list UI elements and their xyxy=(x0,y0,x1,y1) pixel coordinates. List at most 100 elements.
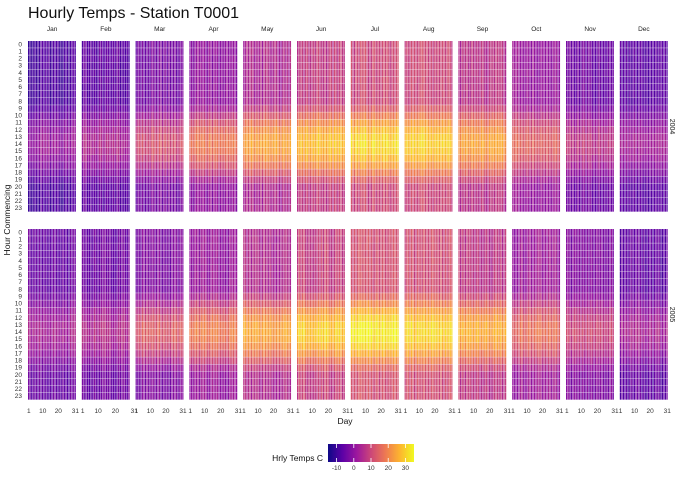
heat-cell xyxy=(333,48,336,55)
heat-cell xyxy=(357,147,359,155)
heat-cell xyxy=(211,169,214,177)
heat-cell xyxy=(231,162,233,169)
heat-cell xyxy=(55,204,58,212)
heat-cell xyxy=(154,90,156,98)
heat-cell xyxy=(327,176,329,184)
heat-cell xyxy=(177,62,179,70)
heat-cell xyxy=(51,183,53,191)
heat-cell xyxy=(54,98,56,105)
heat-cell xyxy=(247,169,250,177)
hour-tick-label: 10 xyxy=(15,113,23,120)
heat-cell xyxy=(300,48,302,55)
heat-cell xyxy=(327,126,329,134)
heat-cell xyxy=(83,197,85,205)
heat-cell xyxy=(119,76,122,84)
heat-cell xyxy=(298,105,300,112)
heat-cell xyxy=(182,147,184,155)
heat-cell xyxy=(169,176,172,184)
heat-cell xyxy=(385,147,387,155)
heat-cell xyxy=(81,48,84,55)
heat-cell xyxy=(97,147,99,155)
heat-cell xyxy=(300,155,302,162)
heat-cell xyxy=(126,204,128,212)
heat-cell xyxy=(377,69,379,77)
heat-cell xyxy=(343,112,345,120)
heat-cell xyxy=(90,69,92,77)
heat-cell xyxy=(357,162,359,169)
heat-cell xyxy=(210,48,212,55)
heat-cell xyxy=(383,155,385,162)
heat-cell xyxy=(289,98,292,105)
heat-cell xyxy=(63,140,65,148)
heat-cell xyxy=(207,112,209,120)
heat-cell xyxy=(35,126,37,134)
heat-cell xyxy=(121,197,123,205)
heat-cell xyxy=(358,48,360,55)
heat-cell xyxy=(93,41,96,48)
heat-cell xyxy=(169,147,172,155)
heat-cell xyxy=(157,62,159,70)
heat-cell xyxy=(272,176,274,184)
heat-cell xyxy=(322,41,324,48)
heat-cell xyxy=(105,105,108,112)
heat-cell xyxy=(119,140,122,148)
heat-cell xyxy=(300,204,302,212)
heat-cell xyxy=(322,105,324,112)
heat-cell xyxy=(215,62,217,70)
heat-cell xyxy=(224,90,227,98)
heat-cell xyxy=(250,155,253,162)
heat-cell xyxy=(55,169,58,177)
heat-cell xyxy=(35,98,37,105)
heat-cell xyxy=(105,176,108,184)
heat-cell xyxy=(135,105,137,112)
heat-cell xyxy=(341,176,344,184)
month-panel xyxy=(243,41,292,212)
heat-cell xyxy=(74,83,76,91)
heat-cell xyxy=(143,48,145,55)
heat-cell xyxy=(112,112,115,120)
heat-cell xyxy=(355,83,357,91)
heat-cell xyxy=(309,90,312,98)
heat-cell xyxy=(210,98,212,105)
hour-tick-label: 17 xyxy=(15,350,23,357)
heat-cell xyxy=(143,69,145,77)
heat-cell xyxy=(261,98,264,105)
heat-cell xyxy=(146,41,148,48)
heat-cell xyxy=(285,83,287,91)
heat-cell xyxy=(218,147,220,155)
heat-cell xyxy=(149,48,151,55)
heat-cell xyxy=(143,190,145,198)
heat-cell xyxy=(264,62,267,70)
heat-cell xyxy=(57,176,59,184)
heat-cell xyxy=(62,140,64,148)
heat-cell xyxy=(280,162,282,169)
heat-cell xyxy=(374,183,376,191)
heat-cell xyxy=(375,162,377,169)
heat-cell xyxy=(353,176,356,184)
heat-cell xyxy=(126,183,128,191)
heat-cell xyxy=(358,147,360,155)
heat-cell xyxy=(166,162,168,169)
heat-cell xyxy=(168,76,170,84)
heat-cell xyxy=(162,126,164,134)
heat-cell xyxy=(88,48,91,55)
heat-cell xyxy=(311,176,313,184)
heat-cell xyxy=(216,119,218,127)
heat-cell xyxy=(121,183,123,191)
heat-cell xyxy=(224,190,227,198)
heat-cell xyxy=(271,204,273,212)
heat-cell xyxy=(235,140,238,148)
heat-cell xyxy=(40,119,42,127)
heat-cell xyxy=(358,162,360,169)
heat-cell xyxy=(195,112,198,120)
heat-cell xyxy=(197,98,199,105)
heat-cell xyxy=(46,83,48,91)
heat-cell xyxy=(325,147,328,155)
heat-cell xyxy=(163,133,165,141)
heat-cell xyxy=(69,126,72,134)
heat-cell xyxy=(55,140,58,148)
heat-cell xyxy=(216,126,218,134)
heat-cell xyxy=(297,62,299,70)
heat-cell xyxy=(104,41,106,48)
heat-cell xyxy=(353,105,356,112)
